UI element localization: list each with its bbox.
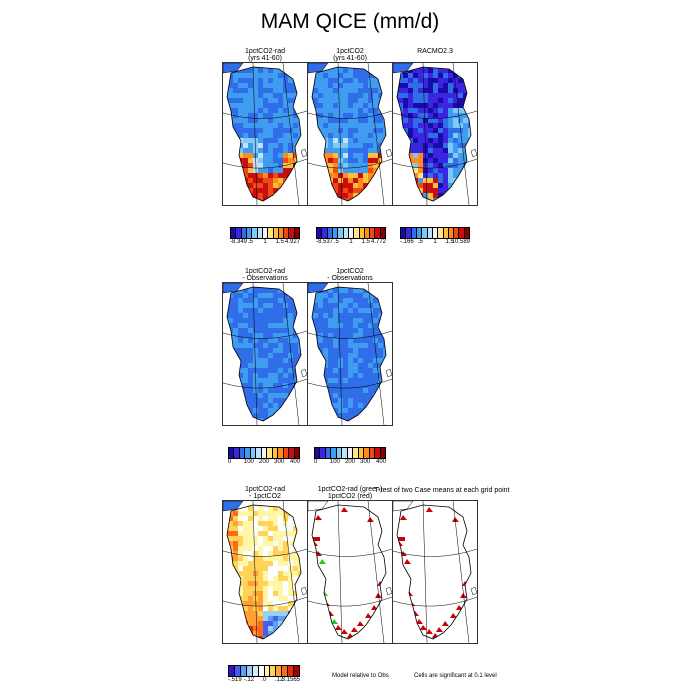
colorbar-r2-2: 0 100 200 300 400	[314, 447, 386, 467]
colorbar-tick-label: 100	[329, 459, 340, 465]
colorbar-tick-label: 1	[263, 239, 267, 245]
panel-title-r1-p3: RACMO2.3	[417, 48, 453, 55]
colorbar-tick-label: 1.5	[275, 239, 284, 245]
map-panel-difference	[222, 500, 308, 644]
colorbar-r1-3: -.166.5 1 1.5 10.589	[400, 227, 470, 247]
panel-title-r1-p1: 1pctCO2-rad (yrs 41-60)	[244, 48, 286, 62]
note-significance: Cells are significant at 0.1 level	[414, 673, 497, 679]
colorbar-tick-label: 300	[274, 459, 285, 465]
colorbar-tick-label: .5	[247, 239, 253, 245]
map-panel-ttest-1	[307, 500, 393, 644]
colorbar-tick-label: .0	[261, 677, 267, 683]
colorbar-r2-1: 0 100 200 300 400	[228, 447, 300, 467]
colorbar-tick-label: -8.537	[316, 239, 334, 245]
colorbar-tick-label: 200	[258, 459, 270, 465]
colorbar-tick-label: .5	[417, 239, 423, 245]
colorbar-tick-label: 100	[243, 459, 254, 465]
colorbar-tick-label: .5	[333, 239, 339, 245]
panel-title-r2-p1: 1pctCO2-rad - Observations	[242, 268, 288, 282]
map-panel-racmo	[392, 62, 478, 206]
map-panel-1pctco2	[307, 62, 393, 206]
colorbar-tick-label: 1.5	[445, 239, 454, 245]
colorbar-tick-label: 400	[375, 459, 386, 465]
colorbar-tick-label: 1.5	[361, 239, 370, 245]
map-panel-ttest-2	[392, 500, 478, 644]
figure-title: MAM QICE (mm/d)	[260, 10, 440, 33]
colorbar-tick-label: -.519	[228, 677, 242, 683]
map-panel-1pctco2-rad-obs	[222, 282, 308, 426]
ttest-title: T-test of two Case means at each grid po…	[374, 487, 510, 494]
panel-title-r2-p2: 1pctCO2- Observations	[327, 268, 373, 282]
colorbar-tick-label: 10.589	[451, 239, 470, 245]
colorbar-tick-label: 3.1565	[281, 677, 300, 683]
panel-title-r3-p1: 1pctCO2-rad - 1pctCO2	[244, 486, 286, 500]
colorbar-tick-label: 200	[344, 459, 356, 465]
colorbar-r3-1: -.519 -.12 .0 .12 3.1565	[228, 665, 300, 685]
colorbar-r1-2: -8.537.5 1 1.5 4.772	[316, 227, 386, 247]
map-panel-1pctco2-rad	[222, 62, 308, 206]
colorbar-tick-label: 400	[289, 459, 300, 465]
panel-title-r1-p2: 1pctCO2 (yrs 41-60)	[333, 48, 367, 62]
colorbar-tick-label: 300	[360, 459, 371, 465]
colorbar-tick-label: 0	[314, 459, 318, 465]
colorbar-tick-label: 0	[228, 459, 232, 465]
colorbar-tick-label: 4.772	[370, 239, 386, 245]
map-panel-1pctco2-obs	[307, 282, 393, 426]
colorbar-r1-1: -8.349.5 1 1.5 4.927	[230, 227, 300, 247]
panel-title-r3-p2: 1pctCO2-rad (green) 1pctCO2 (red)	[317, 486, 383, 500]
colorbar-tick-label: .12	[274, 677, 284, 683]
colorbar-tick-label: -8.349	[230, 239, 248, 245]
colorbar-tick-label: -.12	[243, 677, 255, 683]
colorbar-tick-label: -.166	[400, 239, 414, 245]
colorbar-tick-label: 4.927	[284, 239, 300, 245]
colorbar-tick-label: 1	[433, 239, 437, 245]
colorbar-tick-label: 1	[349, 239, 353, 245]
note-model-relative: Model relative to Obs	[332, 673, 389, 679]
